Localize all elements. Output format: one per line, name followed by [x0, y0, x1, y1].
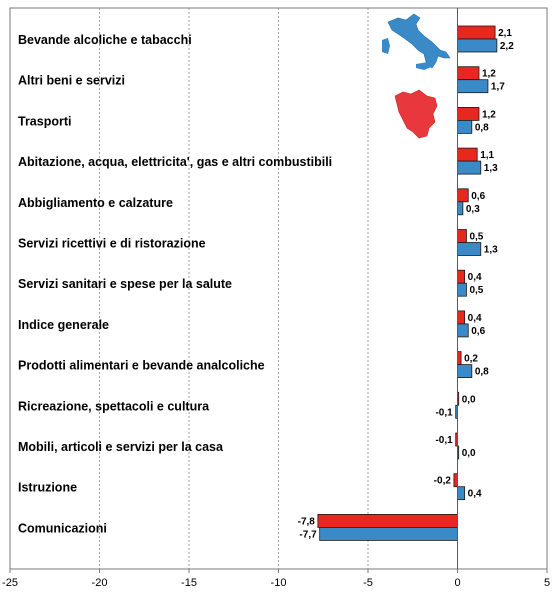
data-label: -7,8 — [298, 516, 316, 527]
x-tick-label: -25 — [2, 577, 18, 589]
data-label: -7,7 — [299, 529, 317, 540]
data-label: 1,2 — [482, 109, 496, 120]
x-tick-label: -10 — [271, 577, 287, 589]
bar — [457, 269, 466, 284]
data-label: 1,3 — [484, 163, 498, 174]
category-label: Altri beni e servizi — [18, 74, 125, 88]
data-label: 1,1 — [480, 150, 494, 161]
category-label: Servizi sanitari e spese per la salute — [18, 277, 232, 291]
bar — [457, 38, 498, 53]
category-label: Istruzione — [18, 481, 77, 495]
data-label: 2,1 — [498, 28, 512, 39]
category-labels: Bevande alcoliche e tabacchi Altri beni e… — [18, 33, 332, 535]
bar — [457, 25, 496, 40]
x-tick-label: -15 — [181, 577, 197, 589]
category-label: Abbigliamento e calzature — [18, 196, 173, 210]
data-label: 0,0 — [462, 448, 476, 459]
category-label: Abitazione, acqua, elettricita', gas e a… — [18, 155, 332, 169]
bar — [457, 147, 478, 162]
bar — [457, 66, 480, 81]
bar — [457, 107, 480, 121]
bar — [457, 282, 467, 297]
category-label: Servizi ricettivi e di ristorazione — [18, 237, 206, 251]
data-label: 1,3 — [484, 245, 498, 256]
x-tick-label: -20 — [92, 577, 108, 589]
data-label: 0,8 — [475, 122, 489, 133]
value-labels: 2,12,21,21,71,20,81,11,30,60,30,51,30,40… — [298, 28, 515, 540]
category-label: Trasporti — [18, 114, 72, 128]
x-tick-label: 0 — [454, 577, 460, 589]
data-label: 0,6 — [471, 191, 485, 202]
italy-map-icon — [382, 13, 451, 70]
bar — [457, 486, 466, 501]
x-tick-label: -5 — [363, 577, 373, 589]
bar — [457, 120, 473, 134]
data-label: 0,2 — [464, 354, 478, 365]
bar — [457, 229, 467, 243]
data-label: -0,2 — [434, 476, 452, 487]
data-label: 0,3 — [466, 204, 480, 215]
bar — [457, 310, 466, 325]
category-label: Comunicazioni — [18, 521, 107, 535]
bar — [457, 364, 473, 379]
data-label: 1,7 — [491, 82, 505, 93]
bar — [457, 188, 469, 203]
data-label: 0,0 — [462, 394, 476, 405]
bar — [453, 473, 458, 488]
data-label: -0,1 — [435, 435, 453, 446]
bar — [457, 79, 489, 94]
x-axis-ticks: -25 -20 -15 -10 -5 0 5 — [2, 8, 550, 589]
data-label: 0,4 — [468, 489, 482, 500]
data-label: -0,1 — [435, 407, 453, 418]
data-label: 0,5 — [469, 285, 483, 296]
data-label: 0,5 — [469, 232, 483, 243]
category-label: Mobili, articoli e servizi per la casa — [18, 440, 224, 454]
data-label: 0,6 — [471, 326, 485, 337]
bar — [457, 323, 469, 338]
category-label: Ricreazione, spettacoli e cultura — [18, 399, 210, 413]
bar — [317, 514, 458, 528]
category-label: Prodotti alimentari e bevande analcolich… — [18, 359, 265, 373]
data-label: 1,2 — [482, 69, 496, 80]
data-label: 0,4 — [468, 272, 482, 283]
data-label: 0,4 — [468, 313, 482, 324]
data-label: 0,8 — [475, 367, 489, 378]
category-label: Bevande alcoliche e tabacchi — [18, 33, 192, 47]
bar — [319, 527, 458, 541]
tuscany-map-icon — [394, 89, 438, 139]
x-tick-label: 5 — [544, 577, 550, 589]
bars — [317, 25, 498, 541]
category-label: Indice generale — [18, 318, 109, 332]
bar — [457, 351, 462, 366]
bar — [457, 201, 464, 216]
bar — [457, 242, 482, 256]
bar — [457, 160, 482, 175]
data-label: 2,2 — [500, 41, 514, 52]
